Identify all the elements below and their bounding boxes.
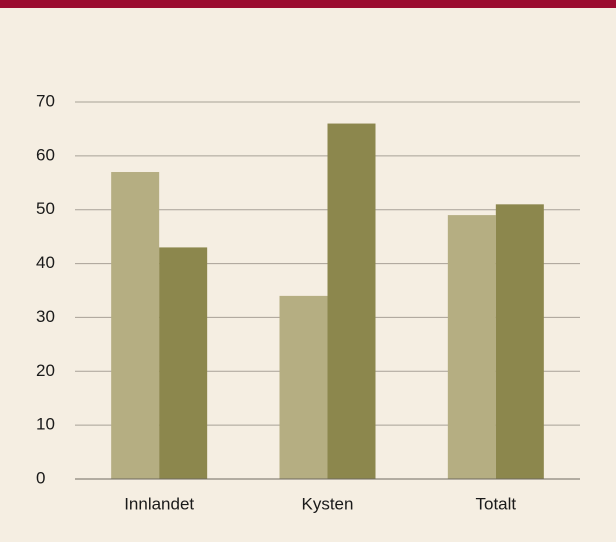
bar [447, 215, 496, 479]
top-band [0, 0, 616, 8]
y-tick-label: 20 [36, 361, 55, 380]
x-tick-label: Kysten [302, 494, 354, 513]
y-tick-label: 0 [36, 468, 45, 487]
y-tick-label: 10 [36, 415, 55, 434]
y-tick-label: 30 [36, 307, 55, 326]
bar [495, 204, 544, 480]
x-tick-label: Totalt [476, 494, 517, 513]
y-tick-label: 50 [36, 199, 55, 218]
x-tick-label: Innlandet [124, 494, 194, 513]
bar [327, 123, 376, 480]
bar [111, 172, 160, 479]
y-tick-label: 40 [36, 253, 55, 272]
bar [279, 295, 328, 479]
y-tick-label: 60 [36, 145, 55, 164]
bar [159, 247, 208, 479]
y-tick-label: 70 [36, 91, 55, 110]
